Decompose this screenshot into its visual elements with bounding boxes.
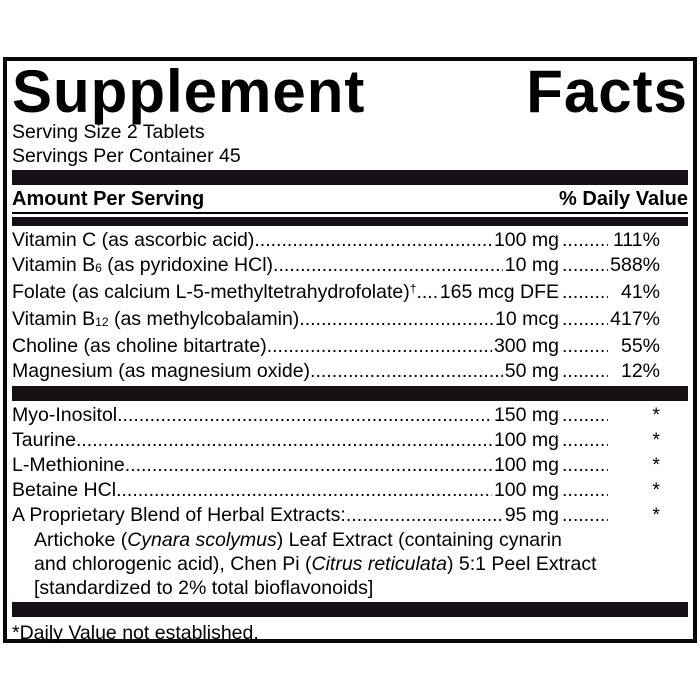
nutrient-name: A Proprietary Blend of Herbal Extracts: bbox=[12, 504, 346, 526]
nutrient-amount: 50 mg bbox=[504, 360, 559, 382]
vitamins-section: Vitamin C (as ascorbic acid) 100 mg 111%… bbox=[12, 228, 688, 384]
dot-leader bbox=[559, 503, 608, 528]
dot-leader bbox=[416, 280, 437, 305]
nutrient-name: Taurine bbox=[12, 429, 76, 451]
nutrient-amount: 300 mg bbox=[493, 335, 559, 357]
daily-value: 588% bbox=[610, 254, 660, 276]
dot-leader bbox=[559, 280, 608, 305]
table-row: A Proprietary Blend of Herbal Extracts: … bbox=[12, 503, 688, 528]
botanical-name: Cynara scolymus bbox=[127, 529, 277, 551]
subscript: 12 bbox=[95, 315, 109, 330]
daily-value-header: % Daily Value bbox=[559, 188, 688, 210]
dot-leader bbox=[273, 253, 503, 278]
blend-description-line: Artichoke (Cynara scolymus) Leaf Extract… bbox=[34, 529, 562, 551]
dot-leader bbox=[346, 503, 503, 528]
dagger-superscript: † bbox=[409, 281, 417, 296]
dot-leader bbox=[559, 334, 608, 359]
daily-value: * bbox=[652, 429, 660, 451]
header-divider-bar bbox=[12, 217, 688, 226]
dot-leader bbox=[559, 428, 608, 453]
title-word-supplement: Supplement bbox=[12, 58, 366, 125]
table-row: Vitamin B6 (as pyridoxine HCl) 10 mg 588… bbox=[12, 253, 688, 280]
dot-leader bbox=[310, 359, 503, 384]
nutrient-name: Magnesium (as magnesium oxide) bbox=[12, 360, 311, 382]
table-row: Vitamin B12 (as methylcobalamin) 10 mcg … bbox=[12, 307, 688, 334]
title-word-facts: Facts bbox=[526, 58, 688, 125]
nutrient-name: Choline (as choline bitartrate) bbox=[12, 335, 267, 357]
dot-leader bbox=[559, 307, 608, 332]
dot-leader bbox=[299, 307, 493, 332]
table-row: Vitamin C (as ascorbic acid) 100 mg 111% bbox=[12, 228, 688, 253]
dot-leader bbox=[559, 453, 608, 478]
table-row: Folate (as calcium L-5-methyltetrahydrof… bbox=[12, 280, 688, 307]
table-row: Taurine 100 mg * bbox=[12, 428, 688, 453]
blend-description-line: and chlorogenic acid), Chen Pi (Citrus r… bbox=[34, 553, 597, 575]
nutrient-name: Vitamin B6 (as pyridoxine HCl) bbox=[12, 254, 274, 276]
footnote: *Daily Value not established. bbox=[12, 622, 259, 644]
dot-leader bbox=[267, 334, 492, 359]
dot-leader bbox=[117, 403, 492, 428]
other-ingredients-section: Myo-Inositol 150 mg * Taurine 100 mg * L… bbox=[12, 403, 688, 600]
nutrient-name: L-Methionine bbox=[12, 454, 125, 476]
servings-per-container: Servings Per Container 45 bbox=[12, 145, 241, 167]
table-row: Betaine HCl 100 mg * bbox=[12, 478, 688, 503]
daily-value: 417% bbox=[610, 308, 660, 330]
table-row: Myo-Inositol 150 mg * bbox=[12, 403, 688, 428]
nutrient-amount: 10 mcg bbox=[495, 308, 559, 330]
nutrient-amount: 100 mg bbox=[493, 479, 559, 501]
daily-value: * bbox=[652, 479, 660, 501]
daily-value: * bbox=[652, 404, 660, 426]
section-divider-bar bbox=[12, 602, 688, 617]
nutrient-name: Myo-Inositol bbox=[12, 404, 118, 426]
subscript: 6 bbox=[95, 261, 102, 276]
nutrient-amount: 100 mg bbox=[493, 229, 559, 251]
nutrient-amount: 100 mg bbox=[493, 454, 559, 476]
section-divider-bar bbox=[12, 170, 688, 185]
dot-leader bbox=[76, 428, 492, 453]
daily-value: 111% bbox=[613, 229, 660, 251]
nutrient-amount: 165 mcg DFE bbox=[439, 281, 559, 303]
nutrient-name: Betaine HCl bbox=[12, 479, 117, 501]
serving-size: Serving Size 2 Tablets bbox=[12, 121, 205, 143]
table-row: L-Methionine 100 mg * bbox=[12, 453, 688, 478]
nutrient-amount: 95 mg bbox=[504, 504, 559, 526]
dot-leader bbox=[254, 228, 492, 253]
table-row: Choline (as choline bitartrate) 300 mg 5… bbox=[12, 334, 688, 359]
nutrient-name: Vitamin B12 (as methylcobalamin) bbox=[12, 308, 300, 330]
nutrient-name: Vitamin C (as ascorbic acid) bbox=[12, 229, 255, 251]
nutrient-name: Folate (as calcium L-5-methyltetrahydrof… bbox=[12, 281, 417, 303]
supplement-facts-panel: Supplement Facts Serving Size 2 Tablets … bbox=[3, 57, 697, 644]
page-title: Supplement Facts bbox=[12, 58, 688, 125]
daily-value: 41% bbox=[620, 281, 660, 303]
dot-leader bbox=[559, 228, 608, 253]
blend-description-line: [standardized to 2% total bioflavonoids] bbox=[34, 577, 374, 599]
dot-leader bbox=[559, 359, 608, 384]
dot-leader bbox=[116, 478, 492, 503]
daily-value: * bbox=[652, 504, 660, 526]
daily-value: * bbox=[652, 454, 660, 476]
nutrient-amount: 100 mg bbox=[493, 429, 559, 451]
daily-value: 12% bbox=[620, 360, 660, 382]
table-row: Magnesium (as magnesium oxide) 50 mg 12% bbox=[12, 359, 688, 384]
dot-leader bbox=[559, 253, 608, 278]
daily-value: 55% bbox=[620, 335, 660, 357]
nutrient-amount: 10 mg bbox=[504, 254, 559, 276]
dot-leader bbox=[559, 403, 608, 428]
dot-leader bbox=[559, 478, 608, 503]
amount-per-serving-header: Amount Per Serving bbox=[12, 188, 205, 210]
section-divider-bar bbox=[12, 386, 688, 401]
column-headers: Amount Per Serving % Daily Value bbox=[12, 187, 688, 214]
nutrient-amount: 150 mg bbox=[493, 404, 559, 426]
botanical-name: Citrus reticulata bbox=[311, 553, 447, 575]
dot-leader bbox=[125, 453, 492, 478]
